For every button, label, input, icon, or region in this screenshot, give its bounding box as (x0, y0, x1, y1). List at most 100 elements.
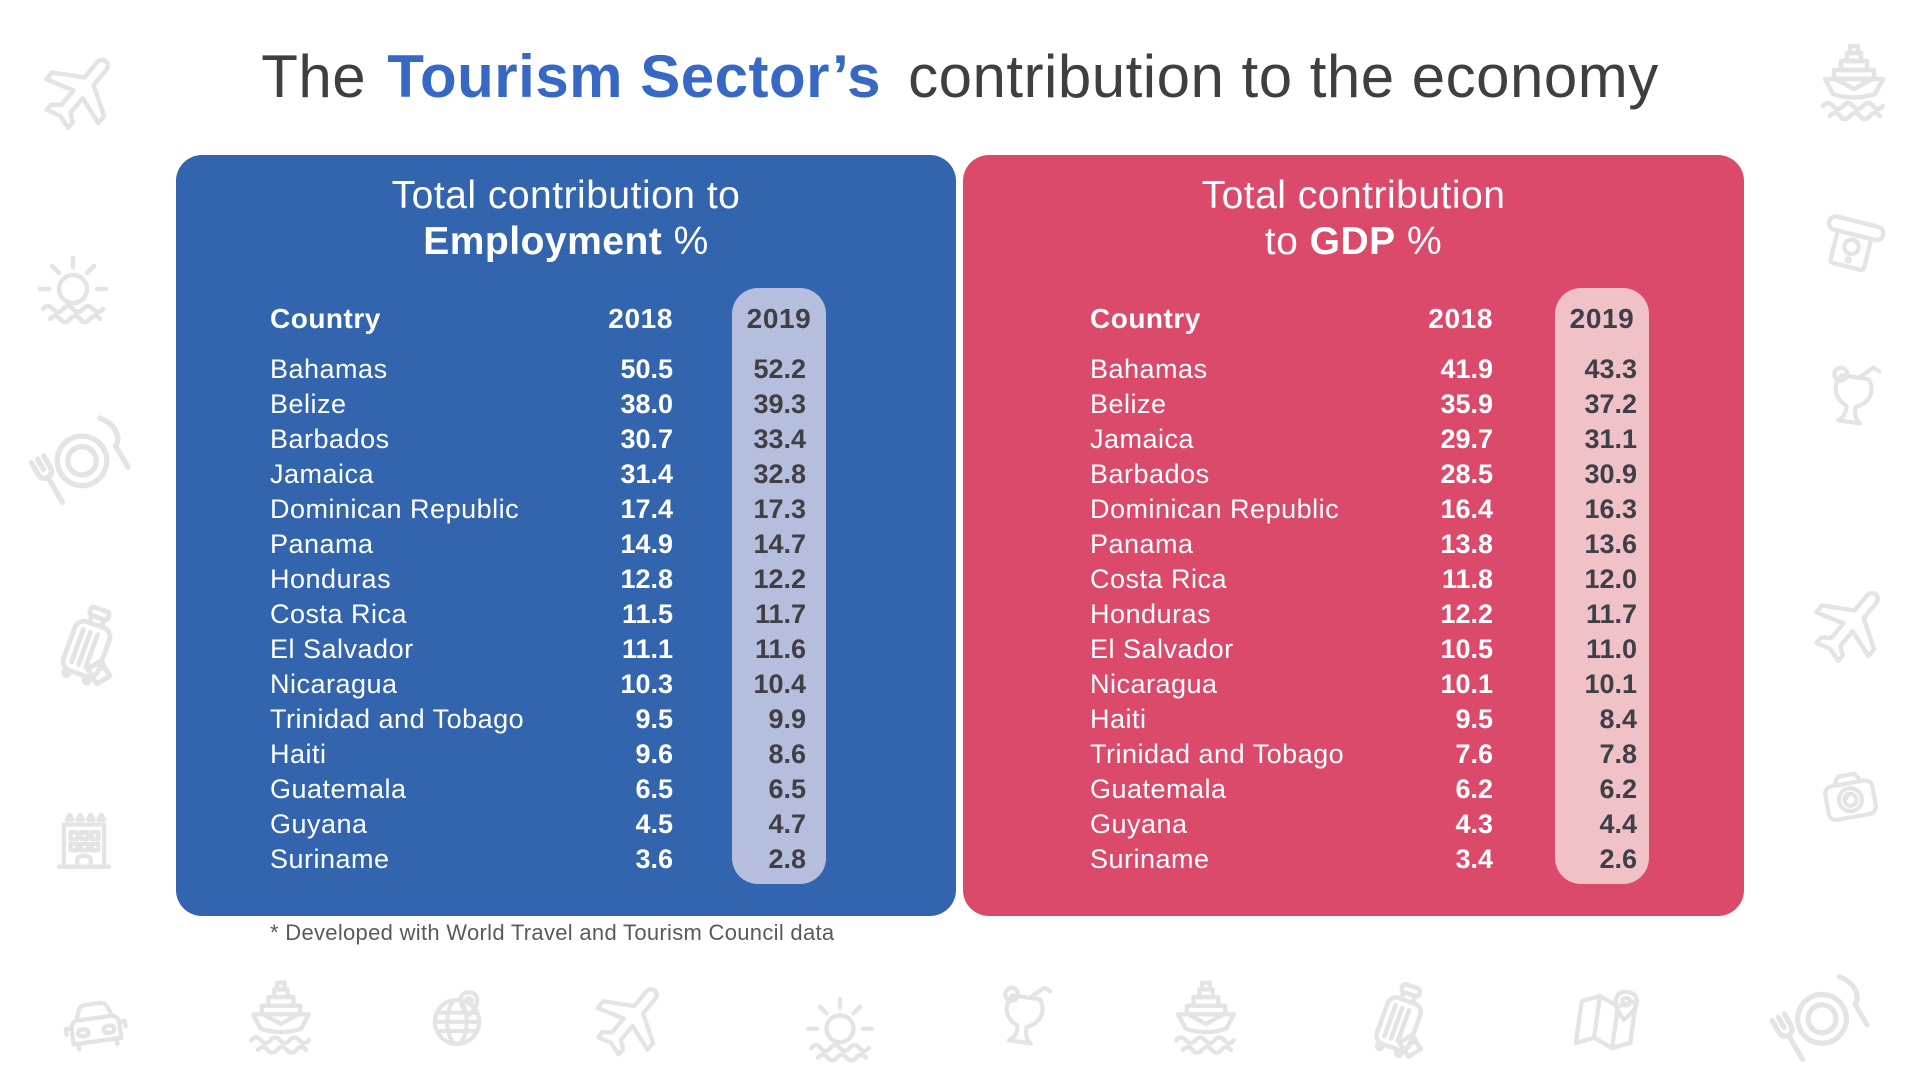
country-label: Dominican Republic (270, 494, 520, 524)
value-2018: 31.4 (620, 459, 673, 489)
airplane-icon (1780, 555, 1920, 696)
value-2018: 14.9 (620, 529, 673, 559)
source-footnote: * Developed with World Travel and Touris… (270, 920, 835, 945)
value-2019: 31.1 (1584, 424, 1637, 454)
value-2019: 7.8 (1599, 739, 1637, 769)
table-row: Dominican Republic 16.4 16.3 (963, 492, 1744, 527)
table-row: Costa Rica 11.8 12.0 (963, 562, 1744, 597)
table-row: Trinidad and Tobago 7.6 7.8 (963, 737, 1744, 772)
table-row: Jamaica 31.4 32.8 (176, 457, 956, 492)
value-2019: 8.6 (768, 739, 806, 769)
gdp-table-header: Country 2018 2019 (963, 301, 1744, 336)
value-2019: 12.2 (753, 564, 806, 594)
gdp-table-body: Bahamas 41.9 43.3 Belize 35.9 37.2 Jamai… (963, 352, 1744, 877)
country-label: El Salvador (270, 634, 414, 664)
value-2019: 4.7 (768, 809, 806, 839)
employment-title-line1: Total contribution to (391, 174, 741, 217)
value-2019: 11.7 (1585, 599, 1637, 629)
airplane-icon (562, 952, 697, 1080)
gdp-panel: Total contribution to GDP % Country 2018… (963, 155, 1744, 916)
dining-icon (0, 381, 161, 542)
column-header-country: Country (1090, 303, 1201, 334)
atm-icon (1794, 187, 1910, 303)
gdp-title-line2: to GDP % (963, 219, 1744, 265)
suitcase-icon (19, 576, 157, 714)
country-label: Guyana (1090, 809, 1188, 839)
cocktail-icon (1800, 348, 1904, 452)
value-2019: 11.6 (754, 634, 806, 664)
page-title: The Tourism Sector’s contribution to the… (0, 42, 1920, 111)
value-2019: 39.3 (753, 389, 806, 419)
table-row: Nicaragua 10.3 10.4 (176, 667, 956, 702)
value-2019: 10.1 (1584, 669, 1637, 699)
value-2018: 50.5 (620, 354, 673, 384)
gdp-panel-title: Total contribution to GDP % (963, 173, 1744, 265)
hotel-icon (36, 788, 132, 884)
country-label: Jamaica (1090, 424, 1195, 454)
value-2019: 37.2 (1584, 389, 1637, 419)
title-highlight: Tourism Sector’s (387, 43, 881, 110)
table-row: Panama 13.8 13.6 (963, 527, 1744, 562)
value-2019: 17.3 (753, 494, 806, 524)
table-row: Suriname 3.4 2.6 (963, 842, 1744, 877)
employment-title-line2-bold: Employment (423, 220, 663, 263)
column-header-2019: 2019 (1569, 303, 1635, 334)
camera-icon (1797, 744, 1904, 851)
table-row: Panama 14.9 14.7 (176, 527, 956, 562)
value-2018: 28.5 (1440, 459, 1493, 489)
value-2019: 11.0 (1585, 634, 1637, 664)
value-2018: 3.6 (635, 844, 673, 874)
dining-icon (1741, 941, 1899, 1080)
table-row: Belize 35.9 37.2 (963, 387, 1744, 422)
value-2019: 2.8 (768, 844, 806, 874)
column-header-2018: 2018 (608, 303, 673, 334)
employment-table-body: Bahamas 50.5 52.2 Belize 38.0 39.3 Barba… (176, 352, 956, 877)
value-2019: 11.7 (754, 599, 806, 629)
country-label: Costa Rica (1090, 564, 1228, 594)
country-label: Barbados (270, 424, 390, 454)
country-label: Suriname (1090, 844, 1210, 874)
value-2018: 6.5 (635, 774, 673, 804)
table-row: Nicaragua 10.1 10.1 (963, 667, 1744, 702)
value-2018: 13.8 (1440, 529, 1493, 559)
value-2018: 6.2 (1455, 774, 1493, 804)
country-label: El Salvador (1090, 634, 1234, 664)
table-row: Bahamas 41.9 43.3 (963, 352, 1744, 387)
employment-panel: Total contribution to Employment % Count… (176, 155, 956, 916)
country-label: Belize (1090, 389, 1167, 419)
value-2018: 11.5 (621, 599, 673, 629)
country-label: Barbados (1090, 459, 1210, 489)
table-row: Bahamas 50.5 52.2 (176, 352, 956, 387)
value-2019: 10.4 (753, 669, 806, 699)
country-label: Suriname (270, 844, 390, 874)
country-label: Bahamas (270, 354, 388, 384)
sunset-icon (23, 233, 123, 333)
value-2019: 32.8 (753, 459, 806, 489)
value-2018: 7.6 (1455, 739, 1493, 769)
value-2019: 14.7 (753, 529, 806, 559)
gdp-title-line1: Total contribution (1201, 174, 1506, 217)
table-row: Jamaica 29.7 31.1 (963, 422, 1744, 457)
value-2019: 6.5 (768, 774, 806, 804)
cruise-ship-icon (232, 975, 328, 1071)
table-row: Trinidad and Tobago 9.5 9.9 (176, 702, 956, 737)
value-2018: 9.5 (635, 704, 673, 734)
value-2018: 11.8 (1441, 564, 1493, 594)
country-label: Honduras (1090, 599, 1212, 629)
cocktail-icon (971, 968, 1075, 1072)
value-2019: 43.3 (1584, 354, 1637, 384)
car-icon (41, 969, 149, 1077)
table-row: Guatemala 6.2 6.2 (963, 772, 1744, 807)
gdp-title-line2-bold: GDP (1309, 220, 1396, 263)
country-label: Guatemala (1090, 774, 1227, 804)
value-2018: 3.4 (1455, 844, 1493, 874)
value-2019: 52.2 (753, 354, 806, 384)
value-2018: 10.3 (620, 669, 673, 699)
table-row: El Salvador 10.5 11.0 (963, 632, 1744, 667)
table-row: Suriname 3.6 2.8 (176, 842, 956, 877)
airplane-icon (10, 22, 151, 163)
country-label: Guatemala (270, 774, 407, 804)
value-2019: 9.9 (768, 704, 806, 734)
country-label: Costa Rica (270, 599, 408, 629)
